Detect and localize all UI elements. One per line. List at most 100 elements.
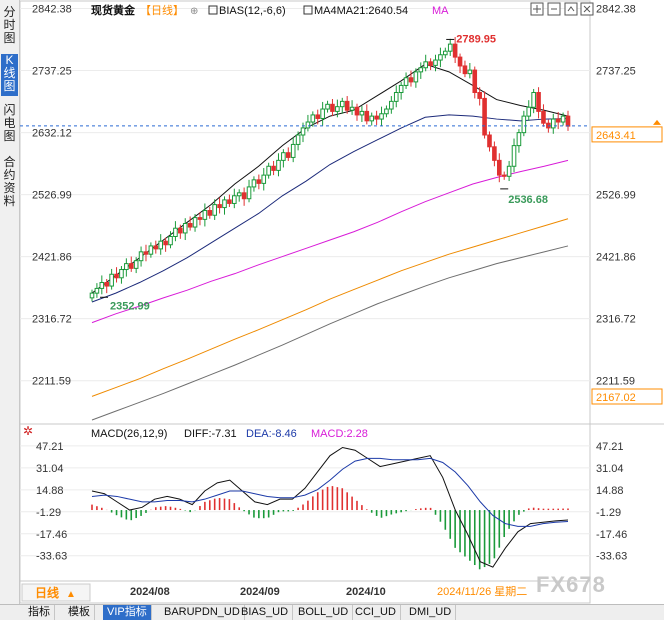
price-tick-left: 2526.99: [32, 190, 72, 202]
candle: [330, 99, 335, 117]
candle: [521, 110, 527, 137]
ma-long-price-box: [591, 388, 663, 405]
candle: [158, 234, 164, 255]
candle: [349, 100, 355, 115]
toolbar-tab-indicators[interactable]: 指标: [24, 605, 55, 620]
plot-frame: [19, 0, 591, 604]
watermark: FX678: [536, 572, 606, 597]
candle: [325, 100, 330, 113]
diff-line: [91, 446, 569, 568]
toolbar-tab-cci[interactable]: CCI_UD: [351, 605, 401, 620]
candlesticks: [89, 37, 571, 302]
price-grid: [20, 7, 590, 382]
expand-icon[interactable]: [564, 2, 578, 16]
candle: [364, 104, 370, 125]
cursor-date: 2024/11/26 星期二: [437, 585, 527, 598]
candle: [251, 176, 257, 192]
candle: [472, 66, 478, 99]
candle: [276, 153, 281, 177]
candle: [227, 194, 232, 207]
candle: [501, 171, 507, 180]
candle: [148, 242, 154, 258]
candle: [202, 203, 208, 227]
toolbar-tab-dmi[interactable]: DMI_UD: [405, 605, 457, 620]
candle: [393, 85, 399, 108]
macd-settings-icon[interactable]: ✲: [23, 424, 33, 438]
candle: [290, 137, 296, 163]
checkbox-ma[interactable]: [303, 5, 313, 15]
candle: [398, 81, 404, 100]
low-recent-label: 2536.68: [508, 194, 548, 206]
candle: [339, 97, 345, 114]
low-start-label: 2352.99: [110, 300, 150, 312]
candle: [560, 112, 566, 126]
candle: [418, 62, 424, 79]
bottom-toolbar: 指标 模板 VIP指标 BARUPDN_UD BIAS_UD BOLL_UD C…: [0, 604, 664, 620]
bias-legend: BIAS(12,-6,6): [219, 5, 286, 17]
macd-title: MACD(26,12,9): [91, 428, 167, 440]
candle: [271, 160, 276, 176]
candle: [354, 103, 360, 121]
macd-tick-left: 31.04: [36, 463, 64, 475]
candle: [423, 54, 428, 72]
macd-tick-right: -33.63: [596, 551, 627, 563]
price-tick-right: 2211.59: [596, 376, 635, 388]
candle: [187, 216, 193, 231]
candle: [516, 129, 522, 153]
period-tag: 【日线】: [140, 3, 184, 17]
candle: [511, 138, 517, 173]
toolbar-tab-templates[interactable]: 模板: [64, 605, 95, 620]
candle: [192, 214, 198, 232]
toolbar-tab-bias[interactable]: BIAS_UD: [237, 605, 294, 620]
tab-kline[interactable]: K线图: [1, 54, 18, 96]
toolbar-tab-vip[interactable]: VIP指标: [103, 605, 152, 620]
price-annotations: 2789.95 2536.68 2352.99: [100, 33, 548, 312]
price-tick-right: 2737.25: [596, 66, 636, 78]
candle: [89, 289, 95, 302]
toolbar-tab-boll[interactable]: BOLL_UD: [294, 605, 354, 620]
macd-tick-left: -33.63: [36, 551, 67, 563]
candle: [526, 100, 532, 121]
price-tick-right: 2316.72: [596, 314, 636, 326]
period-button[interactable]: [21, 583, 91, 602]
candle: [178, 224, 183, 239]
price-tick-left: 2211.59: [32, 376, 71, 388]
chart-canvas: 2842.382842.382737.252737.252632.122632.…: [19, 0, 664, 604]
candle: [241, 187, 247, 206]
last-price-box: [591, 126, 663, 143]
tab-flash-chart[interactable]: 闪电图: [3, 103, 16, 143]
candle: [153, 240, 159, 254]
price-tick-right: 2526.99: [596, 190, 636, 202]
candle: [246, 179, 252, 203]
candle: [452, 37, 458, 64]
candle: [506, 160, 512, 182]
candle: [482, 91, 487, 139]
period-dropdown-icon[interactable]: ▲: [66, 589, 76, 600]
candle: [138, 246, 144, 267]
macd-tick-left: 14.88: [36, 485, 64, 497]
toolbar-tab-barupdn[interactable]: BARUPDN_UD: [160, 605, 245, 620]
window-controls: [530, 2, 594, 16]
ma-legend: MA4MA21:2640.54: [314, 5, 408, 17]
period-button-label: 日线: [35, 585, 59, 600]
candle: [119, 265, 124, 284]
last-price-label: 2643.41: [596, 130, 636, 142]
checkbox-bias[interactable]: [208, 5, 218, 15]
ma-line-3: [91, 218, 569, 397]
tab-contract-info[interactable]: 合约资料: [3, 155, 16, 208]
candle: [389, 96, 394, 114]
candle: [369, 112, 375, 126]
candle: [531, 88, 536, 114]
macd-histogram: [91, 486, 569, 570]
macd-tick-right: 31.04: [596, 463, 624, 475]
macd-diff: DIFF:-7.31: [184, 428, 237, 440]
candle: [109, 268, 114, 290]
candle: [114, 267, 119, 283]
moving-average-lines: [91, 63, 569, 421]
dea-line: [91, 457, 569, 527]
ma-line-0: [91, 63, 569, 294]
macd-tick-left: -17.46: [36, 529, 67, 541]
tab-time-share[interactable]: 分时图: [3, 5, 16, 45]
macd-tick-left: -1.29: [36, 507, 61, 519]
settings-icon[interactable]: ⊕: [190, 6, 198, 17]
